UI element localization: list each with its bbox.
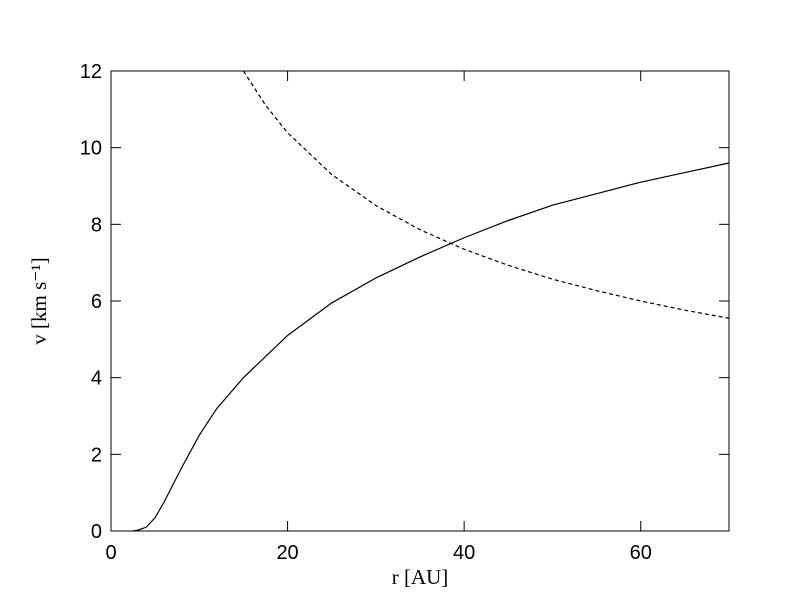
x-axis-label: r [AU] <box>392 565 449 589</box>
x-tick-label: 20 <box>276 542 298 564</box>
x-tick-label: 0 <box>105 542 116 564</box>
y-tick-label: 0 <box>91 521 102 543</box>
y-tick-label: 10 <box>80 138 102 160</box>
x-tick-label: 40 <box>453 542 475 564</box>
series-line <box>242 70 730 319</box>
y-tick-label: 2 <box>91 444 102 466</box>
y-axis-label: v [km s⁻¹] <box>27 257 51 344</box>
x-tick-label: 60 <box>630 542 652 564</box>
series-line <box>132 162 730 532</box>
y-tick-label: 12 <box>80 61 102 83</box>
y-tick-label: 6 <box>91 291 102 313</box>
plot-frame <box>110 70 730 532</box>
y-tick-label: 4 <box>91 368 102 390</box>
y-tick-label: 8 <box>91 214 102 236</box>
